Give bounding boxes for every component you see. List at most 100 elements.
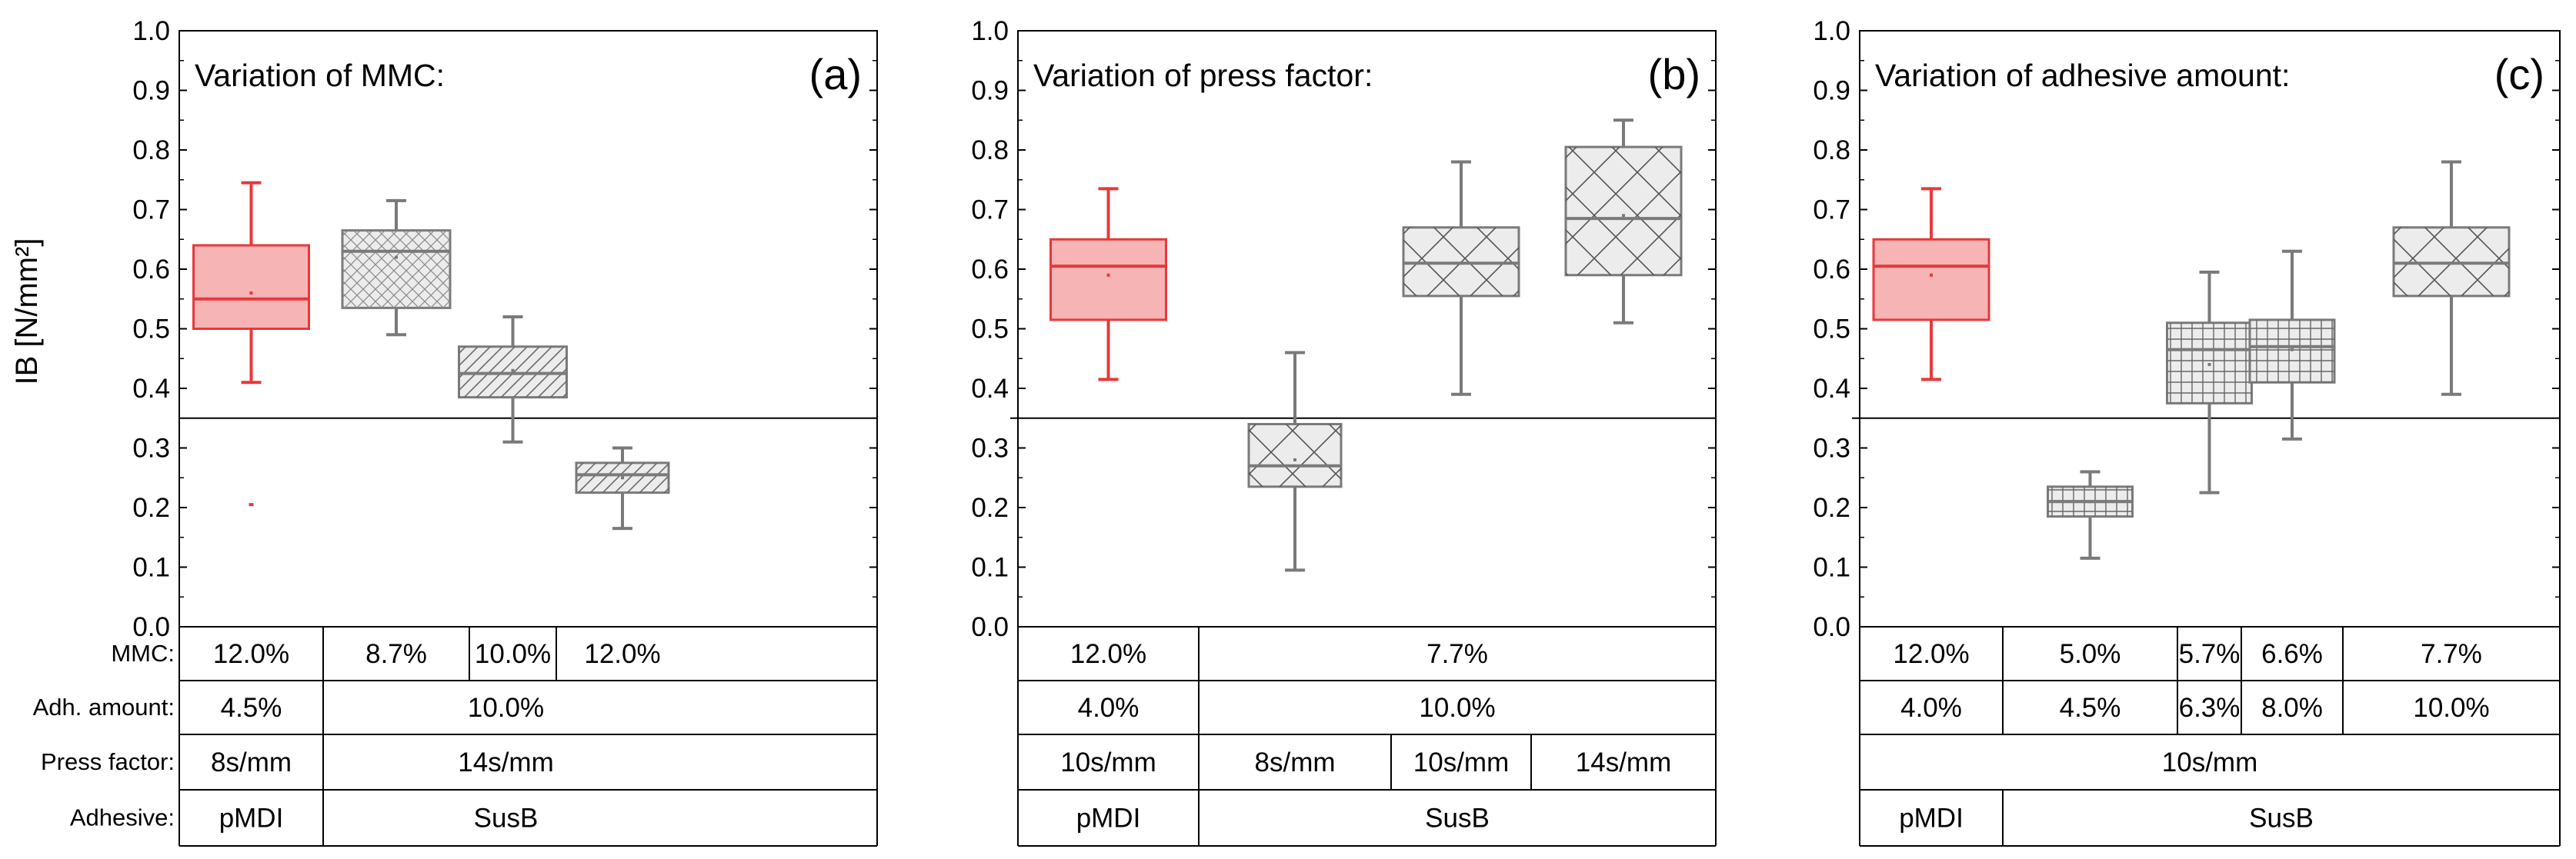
y-tick-label: 0.0: [132, 612, 170, 642]
y-tick-label: 0.9: [971, 76, 1009, 106]
panel-title: Variation of press factor:: [1033, 58, 1373, 93]
panel-title: Variation of adhesive amount:: [1875, 58, 2290, 93]
panel-title: Variation of MMC:: [195, 58, 445, 93]
table-cell: 8s/mm: [211, 747, 292, 777]
table-cell: 10s/mm: [1060, 747, 1156, 777]
box-mean-marker: [511, 368, 515, 372]
box-3: [575, 446, 670, 531]
condition-table: 12.0% 7.7% 4.0% 10.0% 10s/mm 8s/mm 10s/mm 14s/m…: [1017, 626, 1717, 847]
y-tick-label: 1.0: [1813, 16, 1850, 46]
y-tick-label: 0.8: [1813, 135, 1850, 165]
panel-letter: (c): [2494, 50, 2544, 98]
y-tick-label: 1.0: [971, 16, 1009, 46]
y-tick-label: 0.7: [1813, 195, 1850, 225]
y-tick-label: 0.3: [971, 434, 1009, 464]
table-cell: 8s/mm: [1255, 747, 1336, 777]
y-tick-label: 0.2: [1813, 493, 1850, 523]
table-cell: 14s/mm: [458, 747, 553, 777]
y-tick-label: 0.0: [1813, 612, 1850, 642]
table-cell: 5.0%: [2060, 639, 2121, 669]
box-1: [1247, 351, 1343, 572]
y-tick-label: 0.5: [132, 315, 170, 345]
table-cell: 4.0%: [1078, 693, 1140, 723]
y-tick-label: 0.7: [132, 195, 170, 225]
y-tick-label: 0.9: [1813, 76, 1850, 106]
box-mean-marker: [2291, 348, 2294, 351]
table-cell: 10.0%: [475, 639, 551, 669]
box-hatch: [1566, 147, 1681, 275]
box-3: [2248, 249, 2336, 441]
y-tick-label: 0.1: [971, 553, 1009, 583]
box-3: [1564, 118, 1683, 325]
condition-table: 12.0% 8.7% 10.0% 12.0% MMC: 4.5% 10.0% Adh. amo…: [33, 626, 878, 847]
table-cell: 4.5%: [2060, 693, 2121, 723]
table-cell: 6.6%: [2261, 639, 2323, 669]
box-0: [1872, 187, 1990, 381]
box-outlier: [249, 503, 254, 507]
box-2: [458, 315, 568, 444]
box-mean-marker: [621, 476, 624, 480]
table-cell: 14s/mm: [1576, 747, 1671, 777]
box-mean-marker: [1460, 261, 1463, 265]
table-cell: 10s/mm: [1413, 747, 1509, 777]
y-tick-label: 0.3: [1813, 434, 1850, 464]
table-cell: 10.0%: [2413, 693, 2489, 723]
table-cell: 6.3%: [2179, 693, 2241, 723]
table-row-label: Adhesive:: [70, 804, 175, 831]
panel-letter: (a): [809, 50, 862, 98]
box-0: [1049, 187, 1167, 381]
table-cell: 8.0%: [2261, 693, 2323, 723]
table-row-label: Adh. amount:: [33, 694, 175, 721]
box-mean-marker: [249, 291, 253, 295]
y-tick-label: 0.0: [971, 612, 1009, 642]
box-body: [1049, 238, 1167, 321]
box-2: [1402, 160, 1520, 396]
table-cell: 12.0%: [584, 639, 660, 669]
y-axis-label: IB [N/mm²]: [10, 238, 44, 385]
y-tick-label: 0.8: [971, 135, 1009, 165]
panel-a: 0.0 0.1 0.2 0.3 0.4 0.5 0.6 0.7 0.8 0.9 1.0 Variati…: [33, 16, 878, 847]
y-tick-label: 0.2: [971, 493, 1009, 523]
box-mean-marker: [2450, 261, 2453, 265]
y-tick-label: 1.0: [132, 16, 170, 46]
table-cell: 10s/mm: [2162, 747, 2257, 777]
table-cell: 10.0%: [1419, 693, 1495, 723]
box-0: [192, 181, 310, 507]
box-4: [2392, 160, 2511, 396]
table-cell: SusB: [474, 804, 539, 834]
box-mean-marker: [1293, 458, 1296, 461]
table-cell: SusB: [2249, 804, 2314, 834]
table-row-label: MMC:: [111, 640, 175, 667]
table-cell: pMDI: [219, 804, 284, 834]
y-tick-label: 0.8: [132, 135, 170, 165]
table-cell: pMDI: [1076, 804, 1141, 834]
panel-c: 0.0 0.1 0.2 0.3 0.4 0.5 0.6 0.7 0.8 0.9 1.0 Variati…: [1813, 16, 2561, 847]
table-cell: SusB: [1425, 804, 1490, 834]
table-cell: 12.0%: [1893, 639, 1969, 669]
y-tick-label: 0.1: [1813, 553, 1850, 583]
box-mean-marker: [2088, 500, 2092, 504]
table-row-label: Press factor:: [41, 748, 175, 775]
box-mean-marker: [1622, 214, 1625, 218]
y-tick-label: 0.5: [971, 315, 1009, 345]
box-2: [2166, 270, 2253, 494]
y-tick-label: 0.9: [132, 76, 170, 106]
table-cell: 7.7%: [1426, 639, 1488, 669]
y-tick-label: 0.4: [1813, 374, 1850, 404]
box-1: [2047, 470, 2134, 560]
y-tick-label: 0.3: [132, 434, 170, 464]
table-cell: 8.7%: [365, 639, 427, 669]
table-cell: 5.7%: [2179, 639, 2241, 669]
box-mean-marker: [395, 255, 398, 259]
table-cell: 4.5%: [221, 693, 282, 723]
y-tick-label: 0.7: [971, 195, 1009, 225]
panel-b: 0.0 0.1 0.2 0.3 0.4 0.5 0.6 0.7 0.8 0.9 1.0 Variati…: [971, 16, 1717, 847]
y-tick-label: 0.5: [1813, 315, 1850, 345]
condition-table: 12.0% 5.0% 5.7% 6.6% 7.7% 4.0% 4.5% 6.3% 8.0% 10.…: [1859, 626, 2561, 847]
y-tick-label: 0.1: [132, 553, 170, 583]
plot-frame: [1017, 30, 1717, 628]
box-1: [341, 198, 452, 337]
table-cell: 12.0%: [1070, 639, 1146, 669]
